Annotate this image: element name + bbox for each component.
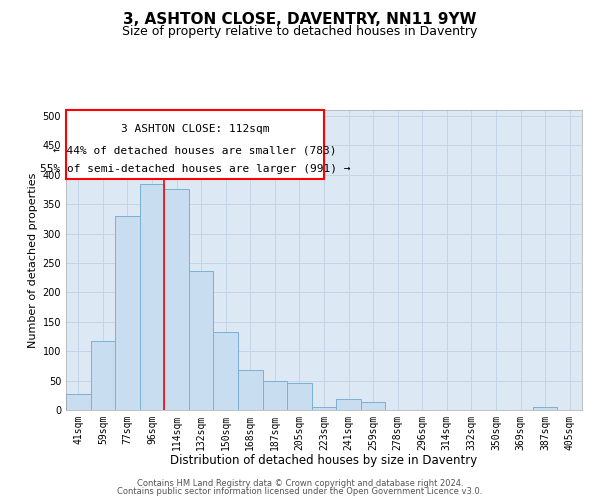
Bar (336, 399, 361, 410)
Bar (66, 394, 91, 410)
Bar (115, 216, 140, 410)
Bar (164, 190, 189, 410)
Bar (214, 332, 238, 410)
Text: Contains HM Land Registry data © Crown copyright and database right 2024.: Contains HM Land Registry data © Crown c… (137, 478, 463, 488)
Bar (189, 270, 214, 410)
Bar (91, 341, 115, 410)
Bar (238, 370, 263, 410)
Text: Contains public sector information licensed under the Open Government Licence v3: Contains public sector information licen… (118, 487, 482, 496)
Text: ← 44% of detached houses are smaller (783): ← 44% of detached houses are smaller (78… (53, 145, 337, 155)
Bar (287, 383, 312, 410)
Bar (312, 407, 336, 410)
Bar (533, 407, 557, 410)
Text: 3 ASHTON CLOSE: 112sqm: 3 ASHTON CLOSE: 112sqm (121, 124, 269, 134)
Text: 3, ASHTON CLOSE, DAVENTRY, NN11 9YW: 3, ASHTON CLOSE, DAVENTRY, NN11 9YW (123, 12, 477, 28)
Bar (361, 402, 385, 410)
Bar (263, 380, 287, 410)
Y-axis label: Number of detached properties: Number of detached properties (28, 172, 38, 348)
Text: Size of property relative to detached houses in Daventry: Size of property relative to detached ho… (122, 25, 478, 38)
X-axis label: Distribution of detached houses by size in Daventry: Distribution of detached houses by size … (170, 454, 478, 468)
Text: 55% of semi-detached houses are larger (991) →: 55% of semi-detached houses are larger (… (40, 164, 350, 173)
Bar (140, 184, 164, 410)
